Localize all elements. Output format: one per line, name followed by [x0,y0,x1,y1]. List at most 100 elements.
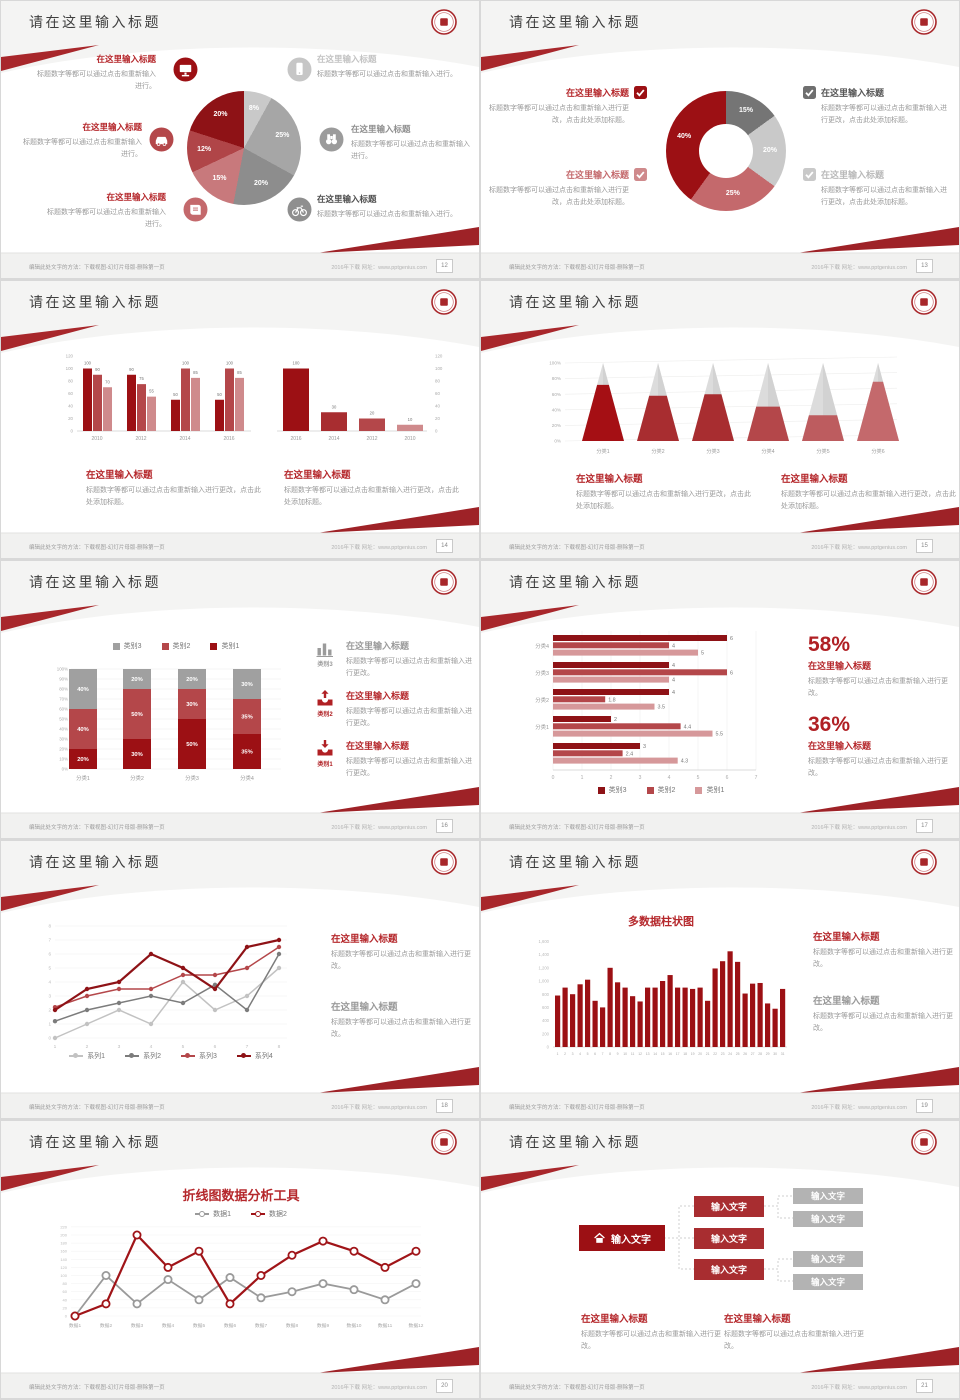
svg-text:27: 27 [751,1052,755,1056]
svg-text:0: 0 [552,775,555,781]
svg-text:8: 8 [609,1052,611,1056]
svg-text:80: 80 [63,1281,68,1286]
svg-text:5: 5 [182,1044,185,1050]
donut-hole [699,124,753,178]
svg-text:100: 100 [435,366,443,371]
svg-text:35%: 35% [241,715,253,721]
school-seal-logo [911,289,937,315]
svg-text:2: 2 [610,775,613,781]
side-icon-caption: 类别1 [317,762,333,768]
footer-left-text: 编辑此处文字的方法：下载视图-幻灯片母版-删除第一页 [509,265,645,271]
slide-thumbnail-18[interactable]: 请在这里输入标题 编辑此处文字的方法：下载视图-幻灯片母版-删除第一页 2016… [1,841,479,1118]
svg-text:800: 800 [542,992,550,997]
page-number: 12 [436,259,453,273]
callout-title: 在这里输入标题 [581,1314,648,1325]
slide-thumbnail-16[interactable]: 请在这里输入标题 编辑此处文字的方法：下载视图-幻灯片母版-删除第一页 2016… [1,561,479,838]
svg-text:分类1: 分类1 [596,447,609,455]
callout-title: 在这里输入标题 [565,88,629,98]
svg-text:50%: 50% [131,712,143,718]
svg-text:29: 29 [766,1052,770,1056]
svg-text:60%: 60% [59,707,68,712]
svg-text:数据5: 数据5 [193,1322,206,1329]
svg-text:分类4: 分类4 [535,642,549,650]
callout-body: 标题数字等都可以通过点击和重新输入进行。 [23,139,142,158]
slide-thumbnail-14[interactable]: 请在这里输入标题 编辑此处文字的方法：下载视图-幻灯片母版-删除第一页 2016… [1,281,479,558]
callout-body: 标题数字等都可以通过点击和重新输入进行更改，点击此处添加标题。 [284,487,459,506]
footer-right-text: 2016年下载 网址：www.pptgenius.com [331,1385,427,1391]
tree-node-label: 输入文字 [810,1254,845,1264]
slide-thumbnail-12[interactable]: 请在这里输入标题 编辑此处文字的方法：下载视图-幻灯片母版-删除第一页 2016… [1,1,479,278]
callout-body: 标题数字等都可以通过点击和重新输入进行。 [317,211,457,218]
school-seal-logo [431,569,457,595]
slide-content: 0 1 2 3 4 5 6 7 8 1 2 3 4 5 6 7 8 系列1 系列2 系列3 系列4 在这里输入标题 标题… [1,841,479,1118]
callout-title: 在这里输入标题 [821,170,885,180]
svg-text:80: 80 [435,379,440,384]
car-icon [149,127,174,152]
svg-text:120: 120 [60,1265,67,1270]
callout-title: 在这里输入标题 [106,192,166,202]
slide-thumbnail-20[interactable]: 请在这里输入标题 编辑此处文字的方法：下载视图-幻灯片母版-删除第一页 2016… [1,1121,479,1398]
slide-thumbnail-19[interactable]: 请在这里输入标题 编辑此处文字的方法：下载视图-幻灯片母版-删除第一页 2016… [481,841,959,1118]
svg-text:3: 3 [643,744,646,750]
slide-title: 请在这里输入标题 [509,1134,641,1150]
tree-leaf-node[interactable]: 输入文字 [793,1274,863,1290]
svg-text:9: 9 [617,1052,619,1056]
svg-text:数据1: 数据1 [69,1322,82,1329]
svg-text:85: 85 [193,370,198,375]
svg-text:2016: 2016 [290,436,301,442]
pie-slice-label: 15% [212,175,227,183]
tree-mid-node[interactable]: 输入文字 [694,1196,764,1217]
svg-text:30%: 30% [186,702,198,708]
svg-text:18: 18 [683,1052,687,1056]
svg-text:20: 20 [435,416,440,421]
svg-text:7: 7 [755,775,758,781]
callout-body: 标题数字等都可以通过点击和重新输入进行更改。 [808,758,948,777]
tree-leaf-node[interactable]: 输入文字 [793,1211,863,1227]
bar-chart: 0 20 40 60 80 100 120 100 2016 30 2014 20 2012 10 2010 [277,354,443,442]
footer-left-text: 编辑此处文字的方法：下载视图-幻灯片母版-删除第一页 [509,1105,645,1111]
tree-node-label: 输入文字 [710,1202,747,1212]
tree-leaf-node[interactable]: 输入文字 [793,1188,863,1204]
page-number: 14 [436,539,453,553]
school-seal-logo [911,849,937,875]
svg-text:2: 2 [614,717,617,723]
slide-thumbnail-17[interactable]: 请在这里输入标题 编辑此处文字的方法：下载视图-幻灯片母版-删除第一页 2016… [481,561,959,838]
tree-root-node[interactable]: 输入文字 [579,1225,665,1251]
school-seal-logo [431,289,457,315]
svg-text:4: 4 [672,663,675,669]
svg-text:4: 4 [150,1044,153,1050]
svg-text:6: 6 [48,952,51,957]
callout-body: 标题数字等都可以通过点击和重新输入进行更改，点击此处添加标题。 [576,491,751,510]
footer-left-text: 编辑此处文字的方法：下载视图-幻灯片母版-删除第一页 [509,825,645,831]
tree-leaf-node[interactable]: 输入文字 [793,1251,863,1267]
svg-text:1: 1 [557,1052,559,1056]
slide-title: 请在这里输入标题 [29,574,161,590]
svg-text:3: 3 [639,775,642,781]
page-number: 18 [436,1099,453,1113]
svg-text:140: 140 [60,1257,67,1262]
svg-text:1,200: 1,200 [539,965,550,970]
svg-text:6: 6 [594,1052,596,1056]
pie-slice-label: 25% [275,132,290,140]
svg-text:20%: 20% [131,677,143,683]
slide-thumbnail-21[interactable]: 请在这里输入标题 编辑此处文字的方法：下载视图-幻灯片母版-删除第一页 2016… [481,1121,959,1398]
page-number: 16 [436,819,453,833]
svg-text:6: 6 [730,636,733,642]
slide-title: 请在这里输入标题 [509,574,641,590]
svg-text:5: 5 [587,1052,589,1056]
footer-left-text: 编辑此处文字的方法：下载视图-幻灯片母版-删除第一页 [29,1105,165,1111]
slide-thumbnail-13[interactable]: 请在这里输入标题 编辑此处文字的方法：下载视图-幻灯片母版-删除第一页 2016… [481,1,959,278]
slide-content: 15% 20% 25% 40% 在这里输入标题 标题数字等都可以通过点击和重新输入进行… [481,1,959,278]
slide-thumbnail-15[interactable]: 请在这里输入标题 编辑此处文字的方法：下载视图-幻灯片母版-删除第一页 2016… [481,281,959,558]
slide-content: 0% 20% 40% 60% 80% 100% 分类1 分类2 分类3 分类4 分类5 分类6 在这里… [481,281,959,558]
svg-text:4: 4 [48,980,51,985]
svg-text:2: 2 [564,1052,566,1056]
svg-text:分类1: 分类1 [76,774,90,782]
tree-mid-node[interactable]: 输入文字 [694,1259,764,1280]
callout-title: 在这里输入标题 [96,54,156,64]
svg-text:数据3: 数据3 [131,1322,144,1329]
page-number: 17 [916,819,933,833]
svg-text:3: 3 [48,994,51,999]
tree-mid-node[interactable]: 输入文字 [694,1228,764,1249]
